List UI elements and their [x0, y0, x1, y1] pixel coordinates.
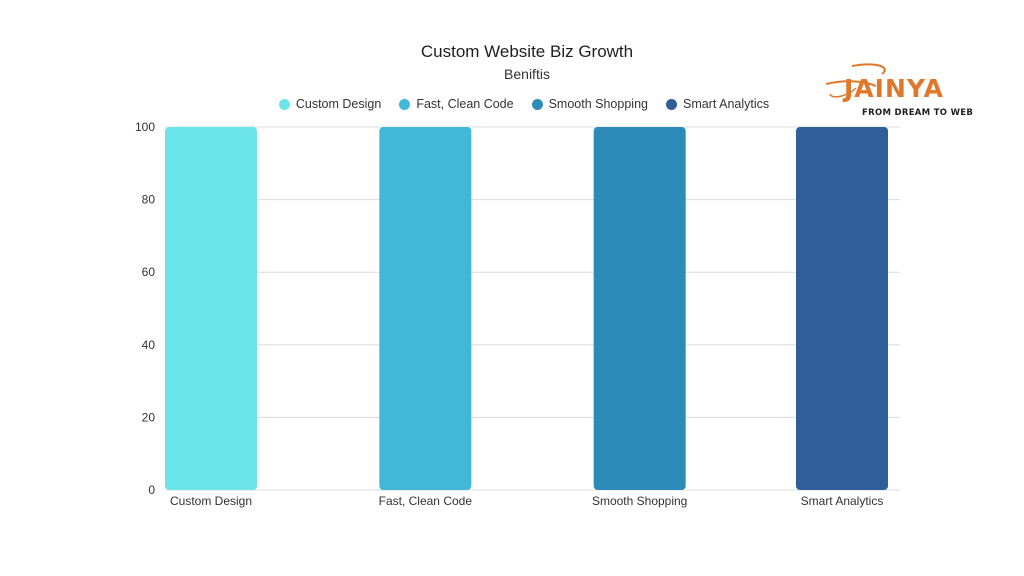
legend-swatch [278, 98, 290, 110]
legend-swatch [399, 98, 411, 110]
legend-item-smart-analytics: Smart Analytics [665, 97, 770, 111]
logo: JAINYA FROM DREAM TO WEB [822, 60, 974, 124]
legend-label: Smooth Shopping [548, 97, 648, 111]
y-tick-label: 60 [142, 265, 156, 279]
legend-label: Custom Design [295, 97, 382, 111]
x-tick-label: Fast, Clean Code [379, 494, 473, 508]
y-tick-label: 20 [142, 410, 156, 424]
logo-wordmark: JAINYA [844, 74, 944, 103]
y-tick-label: 80 [142, 193, 156, 207]
x-tick-label: Smart Analytics [801, 494, 884, 508]
x-tick-label: Smooth Shopping [592, 494, 687, 508]
legend-item-custom-design: Custom Design [278, 97, 382, 111]
y-tick-label: 0 [148, 483, 155, 497]
legend-swatch [665, 98, 677, 110]
chart-subtitle: Beniftis [504, 66, 550, 82]
bar [593, 127, 686, 490]
y-tick-label: 100 [135, 120, 155, 134]
legend-item-smooth-shopping: Smooth Shopping [531, 97, 648, 111]
legend-label: Fast, Clean Code [416, 97, 514, 111]
y-tick-label: 40 [142, 338, 156, 352]
bar [796, 127, 888, 490]
legend-item-fast-clean-code: Fast, Clean Code [399, 97, 514, 111]
legend-swatch [531, 98, 543, 110]
chart-legend: Custom Design Fast, Clean Code Smooth Sh… [0, 97, 1024, 111]
legend-label: Smart Analytics [682, 97, 770, 111]
x-tick-label: Custom Design [170, 494, 252, 508]
bar [165, 127, 257, 490]
bar [379, 127, 472, 490]
logo-tagline: FROM DREAM TO WEB [862, 108, 974, 118]
logo-swoosh-icon [825, 63, 886, 98]
chart-title: Custom Website Biz Growth [420, 42, 634, 61]
